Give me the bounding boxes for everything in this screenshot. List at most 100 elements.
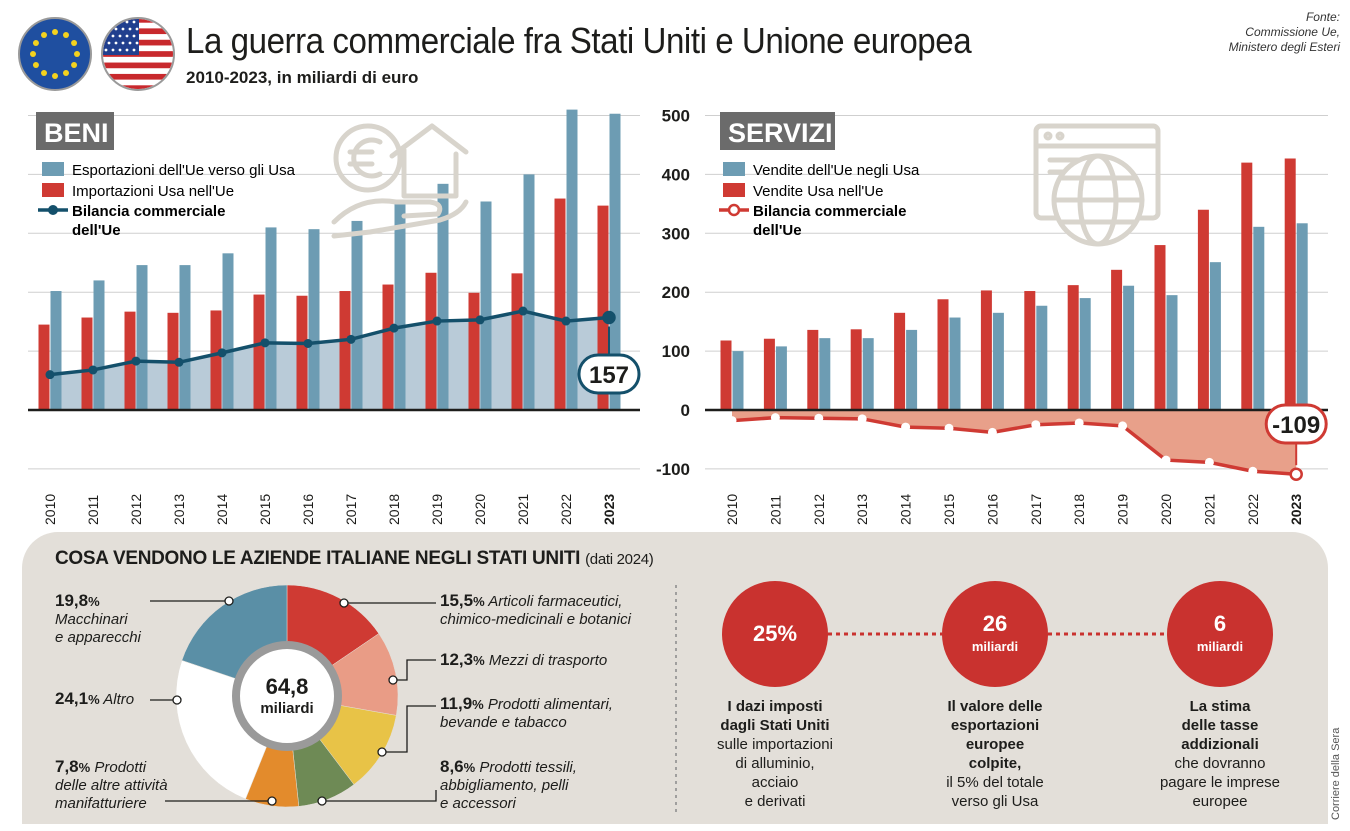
bar-beni-2019-s1 [437,183,449,410]
us-star [132,34,136,38]
balance-point [561,316,571,326]
pie-label-pct-symbol: % [78,760,91,775]
pie-label-pct-symbol: % [88,594,100,609]
eu-star [41,70,47,77]
pie-label: 7,8% Prodotti delle altre attività manifat… [55,758,168,813]
pie-label: 12,3% Mezzi di trasporto [440,651,607,670]
bar-beni-2010-s2 [38,324,50,410]
us-star [121,41,125,45]
bar-servizi-2014-s2 [894,312,906,410]
bar-beni-2016-s2 [296,295,308,410]
stat-line: e derivati [744,793,806,810]
eu-star [71,62,78,68]
eu-star [41,31,47,38]
balance-point [88,365,98,375]
pie-label-desc: bevande e tabacco [440,714,567,731]
bar-beni-2023-s1 [609,113,621,410]
bar-servizi-2023-s2 [1284,158,1296,410]
bar-beni-2023-s2 [597,205,609,410]
pie-note: (dati 2024) [585,551,654,568]
pie-label-desc: Macchinari [55,611,128,628]
x-tick-label: 2021 [515,494,531,525]
balance-point [814,413,824,423]
bar-servizi-2016-s2 [980,290,992,410]
balance-point [857,414,867,424]
balance-point [1289,467,1303,481]
y-tick-label: 200 [662,283,690,302]
balance-point [770,413,780,423]
bar-beni-2014-s1 [222,253,234,410]
pie-label-desc: chimico-medicinali e botanici [440,611,631,628]
balance-point [944,423,954,433]
bar-servizi-2012-s2 [807,329,819,410]
callout-value: -109 [1272,412,1320,439]
bar-servizi-2016-s1 [992,312,1004,410]
chart-title-badge: BENI [36,112,114,150]
legend-swatch [42,162,64,176]
source-note: Fonte: Commissione Ue, Ministero degli E… [1229,10,1340,55]
bar-servizi-2013-s2 [850,329,862,410]
callout-bubble [1264,403,1328,445]
browser-globe-icon [1033,123,1161,247]
x-tick-label: 2014 [214,494,230,525]
balance-point [987,427,997,437]
pie-label-pct-symbol: % [473,594,485,609]
us-flag-icon [101,17,175,91]
stat-circle: 25% [722,581,828,687]
balance-point [1161,455,1171,465]
pie-label-pct-symbol: % [88,692,100,707]
pie-label-pct-symbol: % [472,697,484,712]
pie-label-desc: Prodotti tessili, [475,759,577,776]
stat-line: acciaio [751,774,799,791]
callout: -109 [1264,403,1328,466]
us-star [111,34,115,38]
us-star [125,34,129,38]
pie-label-pct: 8,6 [440,757,464,776]
stat-unit: miliardi [971,639,1019,654]
callout-bubble [577,353,641,395]
us-star [128,41,132,45]
x-tick-label: 2012 [811,494,827,525]
bar-beni-2020-s2 [468,292,480,410]
balance-point [432,316,442,326]
bar-beni-2015-s1 [265,227,277,410]
bar-servizi-2017-s1 [1036,305,1048,410]
callout: 157 [577,326,641,395]
bar-servizi-2015-s2 [937,299,949,410]
euro-house-hand-icon [331,123,469,239]
x-tick-label: 2021 [1201,494,1217,525]
balance-point [518,306,528,316]
stat-circle: 26 miliardi [942,581,1048,687]
bar-servizi-2020-s1 [1166,295,1178,410]
pie-label-pct: 15,5 [440,591,474,610]
pie-label-pct: 12,3 [440,650,474,669]
credit: Corriere della Sera [1330,727,1342,820]
legend-label: dell'Ue [72,222,121,239]
bar-beni-2022-s1 [566,109,578,411]
bar-beni-2017-s1 [351,220,363,410]
balance-point [389,323,399,333]
eu-flag-icon [18,17,92,91]
x-tick-label: 2023 [601,494,617,525]
us-star [128,27,132,31]
legend-swatch [723,162,745,176]
x-tick-label: 2016 [300,494,316,525]
us-star [125,20,129,24]
bar-servizi-2011-s1 [775,346,787,410]
us-star [118,48,122,52]
balance-point [174,357,184,367]
us-star [104,48,108,52]
balance-point [1204,457,1214,467]
legend-label: Bilancia commerciale [72,203,225,220]
bar-servizi-2015-s1 [949,317,961,410]
legend-swatch [42,183,64,197]
bar-beni-2015-s2 [253,294,265,410]
balance-area [732,410,1297,475]
balance-point [727,416,737,426]
pie-label-pct: 11,9 [440,694,473,713]
x-tick-label: 2015 [257,494,273,525]
pie-label-desc: e apparecchi [55,629,141,646]
chart-title: SERVIZI [728,118,833,148]
stat-bold-line: Il valore delle [947,698,1043,715]
